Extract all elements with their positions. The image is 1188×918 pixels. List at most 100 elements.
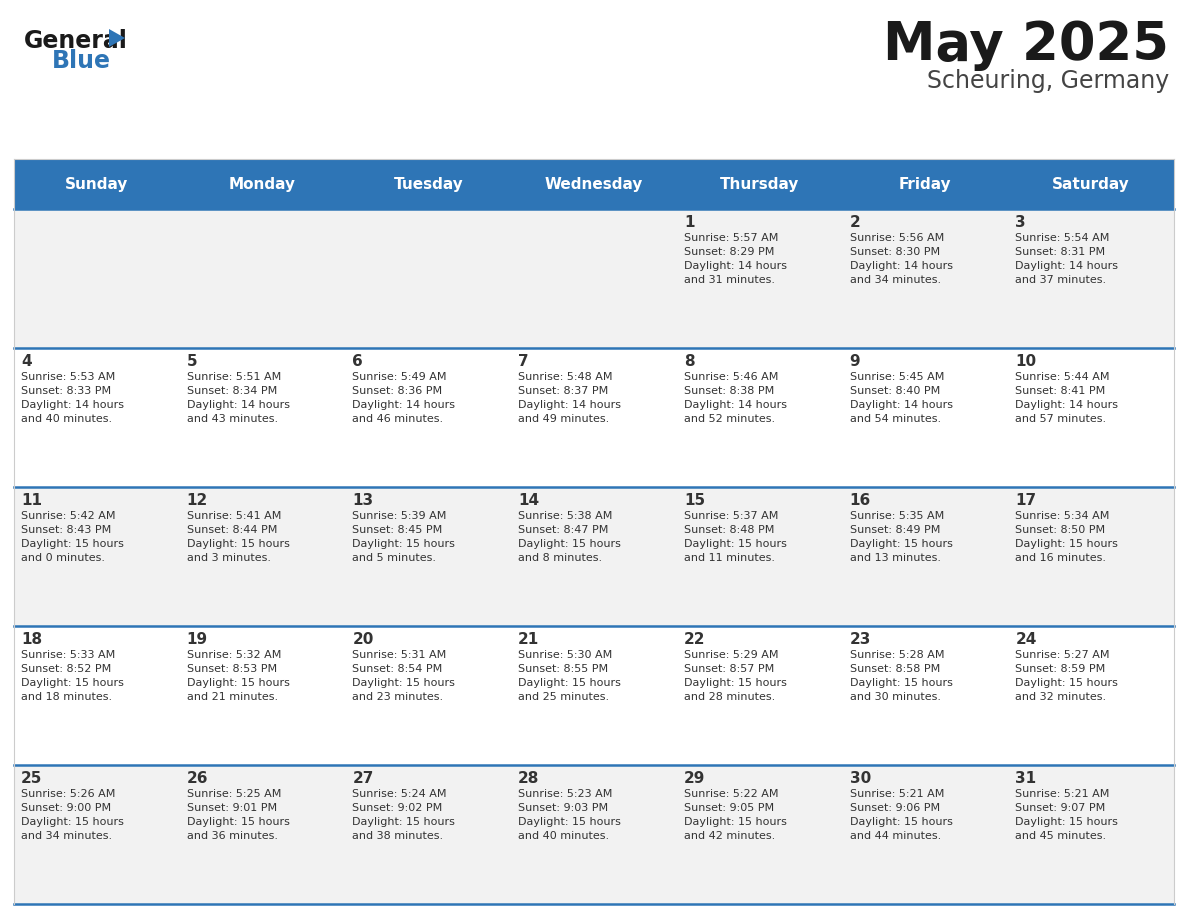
Text: 11: 11: [21, 493, 42, 508]
Bar: [1009, 626, 1174, 765]
Text: General: General: [24, 29, 128, 53]
Bar: [677, 159, 842, 209]
Text: 3: 3: [1016, 215, 1026, 230]
Text: Sunrise: 5:22 AM
Sunset: 9:05 PM
Daylight: 15 hours
and 42 minutes.: Sunrise: 5:22 AM Sunset: 9:05 PM Dayligh…: [684, 789, 786, 841]
Text: Sunrise: 5:29 AM
Sunset: 8:57 PM
Daylight: 15 hours
and 28 minutes.: Sunrise: 5:29 AM Sunset: 8:57 PM Dayligh…: [684, 650, 786, 702]
Text: 4: 4: [21, 354, 32, 369]
Bar: [511, 765, 677, 904]
Text: 19: 19: [187, 632, 208, 647]
Text: Sunrise: 5:26 AM
Sunset: 9:00 PM
Daylight: 15 hours
and 34 minutes.: Sunrise: 5:26 AM Sunset: 9:00 PM Dayligh…: [21, 789, 124, 841]
Text: Sunday: Sunday: [65, 176, 128, 192]
Text: 26: 26: [187, 771, 208, 786]
Bar: [1009, 159, 1174, 209]
Text: 20: 20: [353, 632, 374, 647]
Text: 14: 14: [518, 493, 539, 508]
Text: 16: 16: [849, 493, 871, 508]
Bar: [677, 348, 842, 487]
Bar: [677, 487, 842, 626]
Bar: [346, 626, 511, 765]
Text: 12: 12: [187, 493, 208, 508]
Bar: [511, 487, 677, 626]
Text: Sunrise: 5:42 AM
Sunset: 8:43 PM
Daylight: 15 hours
and 0 minutes.: Sunrise: 5:42 AM Sunset: 8:43 PM Dayligh…: [21, 511, 124, 563]
Bar: [511, 209, 677, 348]
Text: Saturday: Saturday: [1053, 176, 1130, 192]
Text: 23: 23: [849, 632, 871, 647]
Bar: [677, 209, 842, 348]
Text: Sunrise: 5:25 AM
Sunset: 9:01 PM
Daylight: 15 hours
and 36 minutes.: Sunrise: 5:25 AM Sunset: 9:01 PM Dayligh…: [187, 789, 290, 841]
Bar: [842, 487, 1009, 626]
Text: Sunrise: 5:21 AM
Sunset: 9:07 PM
Daylight: 15 hours
and 45 minutes.: Sunrise: 5:21 AM Sunset: 9:07 PM Dayligh…: [1016, 789, 1118, 841]
Text: Sunrise: 5:41 AM
Sunset: 8:44 PM
Daylight: 15 hours
and 3 minutes.: Sunrise: 5:41 AM Sunset: 8:44 PM Dayligh…: [187, 511, 290, 563]
Bar: [511, 626, 677, 765]
Text: Sunrise: 5:44 AM
Sunset: 8:41 PM
Daylight: 14 hours
and 57 minutes.: Sunrise: 5:44 AM Sunset: 8:41 PM Dayligh…: [1016, 372, 1118, 424]
Text: Blue: Blue: [52, 49, 110, 73]
Bar: [179, 209, 346, 348]
Text: Sunrise: 5:31 AM
Sunset: 8:54 PM
Daylight: 15 hours
and 23 minutes.: Sunrise: 5:31 AM Sunset: 8:54 PM Dayligh…: [353, 650, 455, 702]
Text: 6: 6: [353, 354, 364, 369]
Text: 15: 15: [684, 493, 704, 508]
Text: 30: 30: [849, 771, 871, 786]
Text: Sunrise: 5:28 AM
Sunset: 8:58 PM
Daylight: 15 hours
and 30 minutes.: Sunrise: 5:28 AM Sunset: 8:58 PM Dayligh…: [849, 650, 953, 702]
Text: Sunrise: 5:46 AM
Sunset: 8:38 PM
Daylight: 14 hours
and 52 minutes.: Sunrise: 5:46 AM Sunset: 8:38 PM Dayligh…: [684, 372, 786, 424]
Text: Sunrise: 5:54 AM
Sunset: 8:31 PM
Daylight: 14 hours
and 37 minutes.: Sunrise: 5:54 AM Sunset: 8:31 PM Dayligh…: [1016, 233, 1118, 285]
Text: Sunrise: 5:39 AM
Sunset: 8:45 PM
Daylight: 15 hours
and 5 minutes.: Sunrise: 5:39 AM Sunset: 8:45 PM Dayligh…: [353, 511, 455, 563]
Text: Thursday: Thursday: [720, 176, 800, 192]
Bar: [842, 765, 1009, 904]
Text: Sunrise: 5:57 AM
Sunset: 8:29 PM
Daylight: 14 hours
and 31 minutes.: Sunrise: 5:57 AM Sunset: 8:29 PM Dayligh…: [684, 233, 786, 285]
Text: 13: 13: [353, 493, 373, 508]
Bar: [14, 348, 179, 487]
Bar: [14, 159, 179, 209]
Text: 7: 7: [518, 354, 529, 369]
Text: Sunrise: 5:38 AM
Sunset: 8:47 PM
Daylight: 15 hours
and 8 minutes.: Sunrise: 5:38 AM Sunset: 8:47 PM Dayligh…: [518, 511, 621, 563]
Bar: [842, 209, 1009, 348]
Polygon shape: [109, 29, 125, 47]
Bar: [1009, 348, 1174, 487]
Text: Sunrise: 5:32 AM
Sunset: 8:53 PM
Daylight: 15 hours
and 21 minutes.: Sunrise: 5:32 AM Sunset: 8:53 PM Dayligh…: [187, 650, 290, 702]
Text: 28: 28: [518, 771, 539, 786]
Text: Sunrise: 5:23 AM
Sunset: 9:03 PM
Daylight: 15 hours
and 40 minutes.: Sunrise: 5:23 AM Sunset: 9:03 PM Dayligh…: [518, 789, 621, 841]
Text: 17: 17: [1016, 493, 1036, 508]
Bar: [179, 765, 346, 904]
Bar: [179, 348, 346, 487]
Bar: [14, 765, 179, 904]
Text: Sunrise: 5:48 AM
Sunset: 8:37 PM
Daylight: 14 hours
and 49 minutes.: Sunrise: 5:48 AM Sunset: 8:37 PM Dayligh…: [518, 372, 621, 424]
Text: 22: 22: [684, 632, 706, 647]
Text: 1: 1: [684, 215, 694, 230]
Bar: [346, 487, 511, 626]
Text: 9: 9: [849, 354, 860, 369]
Text: 29: 29: [684, 771, 706, 786]
Text: Sunrise: 5:56 AM
Sunset: 8:30 PM
Daylight: 14 hours
and 34 minutes.: Sunrise: 5:56 AM Sunset: 8:30 PM Dayligh…: [849, 233, 953, 285]
Bar: [842, 159, 1009, 209]
Bar: [511, 348, 677, 487]
Text: 8: 8: [684, 354, 695, 369]
Bar: [677, 765, 842, 904]
Bar: [677, 626, 842, 765]
Bar: [511, 159, 677, 209]
Text: 5: 5: [187, 354, 197, 369]
Text: Friday: Friday: [899, 176, 952, 192]
Text: 24: 24: [1016, 632, 1037, 647]
Text: 25: 25: [21, 771, 43, 786]
Text: 21: 21: [518, 632, 539, 647]
Bar: [842, 348, 1009, 487]
Text: Sunrise: 5:45 AM
Sunset: 8:40 PM
Daylight: 14 hours
and 54 minutes.: Sunrise: 5:45 AM Sunset: 8:40 PM Dayligh…: [849, 372, 953, 424]
Bar: [1009, 765, 1174, 904]
Bar: [346, 348, 511, 487]
Text: Sunrise: 5:27 AM
Sunset: 8:59 PM
Daylight: 15 hours
and 32 minutes.: Sunrise: 5:27 AM Sunset: 8:59 PM Dayligh…: [1016, 650, 1118, 702]
Text: May 2025: May 2025: [883, 19, 1169, 71]
Text: Sunrise: 5:34 AM
Sunset: 8:50 PM
Daylight: 15 hours
and 16 minutes.: Sunrise: 5:34 AM Sunset: 8:50 PM Dayligh…: [1016, 511, 1118, 563]
Text: Tuesday: Tuesday: [393, 176, 463, 192]
Text: Sunrise: 5:33 AM
Sunset: 8:52 PM
Daylight: 15 hours
and 18 minutes.: Sunrise: 5:33 AM Sunset: 8:52 PM Dayligh…: [21, 650, 124, 702]
Bar: [1009, 209, 1174, 348]
Text: Scheuring, Germany: Scheuring, Germany: [927, 69, 1169, 93]
Text: Sunrise: 5:49 AM
Sunset: 8:36 PM
Daylight: 14 hours
and 46 minutes.: Sunrise: 5:49 AM Sunset: 8:36 PM Dayligh…: [353, 372, 455, 424]
Bar: [14, 209, 179, 348]
Bar: [14, 487, 179, 626]
Text: 18: 18: [21, 632, 42, 647]
Text: 31: 31: [1016, 771, 1036, 786]
Bar: [1009, 487, 1174, 626]
Bar: [179, 626, 346, 765]
Bar: [842, 626, 1009, 765]
Text: Wednesday: Wednesday: [545, 176, 643, 192]
Text: 2: 2: [849, 215, 860, 230]
